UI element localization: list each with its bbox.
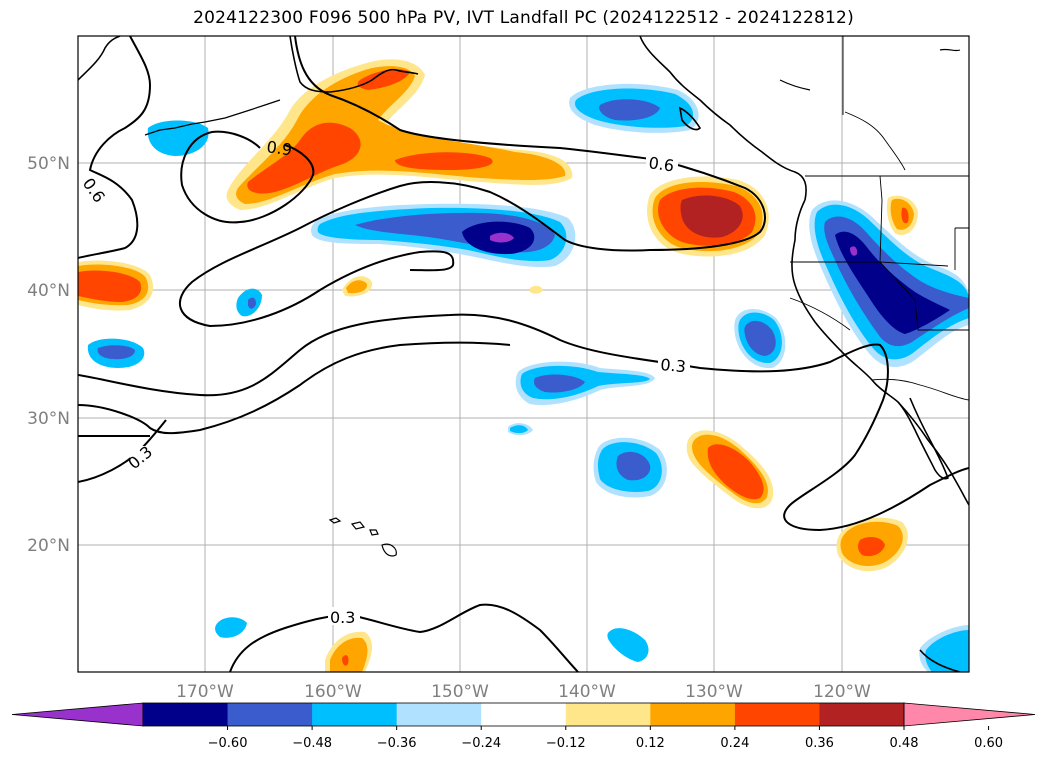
- colorbar-segment: [312, 703, 398, 726]
- colorbar-segment: [143, 703, 229, 726]
- us-west-coast: [791, 199, 969, 506]
- colorbar: −0.60 −0.48 −0.36 −0.24 −0.12 0.12 0.24 0.36 0.4…: [11, 702, 1036, 751]
- coastlines: [78, 36, 969, 672]
- colorbar-tick-label: −0.24: [461, 736, 501, 751]
- contour-0.3-south: [229, 603, 579, 672]
- contour-label-0.3-east: 0.3: [660, 355, 687, 376]
- negative-anomaly-gulf-alaska: [569, 83, 699, 133]
- contour-label-0.9: 0.9: [265, 137, 293, 159]
- siberia-coast: [78, 36, 121, 81]
- colorbar-segment: [819, 703, 905, 726]
- positive-anomaly-offshore: [647, 176, 769, 257]
- negative-anomaly-central: [311, 203, 576, 268]
- lon-label: 150°W: [431, 682, 489, 702]
- colorbar-frame: [142, 702, 905, 727]
- colorbar-tick-label: −0.60: [208, 736, 248, 751]
- lat-label: 50°N: [27, 154, 70, 174]
- colorbar-extend-max: [903, 702, 1036, 727]
- latitude-labels: 50°N 40°N 30°N 20°N: [27, 154, 70, 556]
- contour-0.6-main: [178, 36, 766, 328]
- colorbar-segment: [734, 703, 820, 726]
- colorbar-extend-min: [11, 702, 144, 727]
- political-borders: [789, 36, 969, 401]
- colorbar-tick-label: 0.12: [636, 736, 665, 751]
- colorbar-segment: [650, 703, 736, 726]
- hawaii-islands: [328, 517, 397, 557]
- contour-0.3-main: [78, 313, 969, 532]
- small-anomalies: [78, 120, 969, 672]
- us-mexico-border: [871, 378, 969, 401]
- baja-california: [897, 397, 949, 480]
- colorbar-segment: [481, 703, 567, 726]
- contour-0.3-lower: [78, 341, 511, 435]
- colorbar-tick-label: −0.36: [377, 736, 417, 751]
- map-background: [78, 36, 969, 672]
- colorbar-segment: [396, 703, 482, 726]
- contour-label-0.3-south: 0.3: [330, 608, 355, 627]
- lat-label: 40°N: [27, 281, 70, 301]
- lon-label: 140°W: [558, 682, 616, 702]
- lon-label: 120°W: [813, 682, 871, 702]
- alaska-peninsula-coast: [289, 36, 419, 93]
- colorbar-tick-label: 0.48: [890, 736, 919, 751]
- colorbar-tick-label: −0.48: [292, 736, 332, 751]
- longitude-labels: 170°W 160°W 150°W 140°W 130°W 120°W: [176, 682, 871, 702]
- aleutian-islands: [144, 99, 281, 136]
- colorbar-tick-label: 0.36: [805, 736, 834, 751]
- contour-0.6-west: [78, 36, 152, 259]
- state-borders: [879, 175, 949, 267]
- lat-label: 20°N: [27, 536, 70, 556]
- bc-coast: [639, 36, 807, 201]
- map-title: 2024122300 F096 500 hPa PV, IVT Landfall…: [193, 8, 854, 28]
- lon-label: 170°W: [176, 682, 234, 702]
- pv-anomaly-fills: [78, 59, 969, 672]
- map-panel: 0.9 0.6 0.6 0.3 0.3 0.3: [77, 35, 970, 673]
- colorbar-tick-label: 0.60: [974, 736, 1003, 751]
- colorbar-segment: [565, 703, 651, 726]
- contour-0.9: [180, 130, 315, 224]
- lat-label: 30°N: [27, 409, 70, 429]
- colorbar-tick-label: 0.24: [720, 736, 749, 751]
- haida-gwaii: [678, 106, 702, 131]
- map-frame: [77, 35, 970, 673]
- contour-label-0.6-east: 0.6: [647, 153, 675, 175]
- lon-label: 130°W: [685, 682, 743, 702]
- colorbar-segment: [227, 703, 313, 726]
- lon-label: 160°W: [304, 682, 362, 702]
- negative-anomaly-west-us: [809, 200, 969, 367]
- colorbar-tick-label: −0.12: [546, 736, 586, 751]
